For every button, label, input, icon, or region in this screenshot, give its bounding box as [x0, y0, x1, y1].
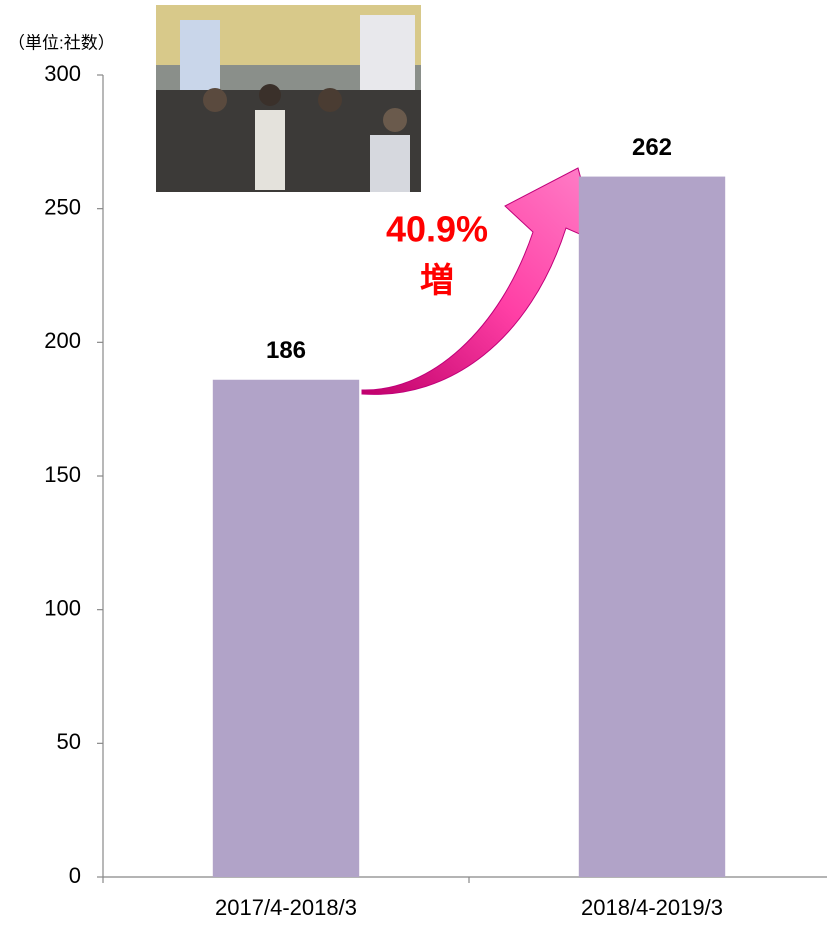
y-tick-label: 200 [44, 328, 81, 353]
data-label: 262 [632, 134, 672, 161]
bar [213, 380, 359, 877]
y-tick-label: 150 [44, 462, 81, 487]
y-axis-label: （単位:社数） [8, 33, 115, 52]
growth-arrow [362, 168, 598, 394]
photo [156, 5, 421, 192]
x-tick-label: 2018/4-2019/3 [581, 895, 723, 920]
annotation: 40.9% [386, 209, 488, 250]
y-tick-label: 50 [57, 729, 81, 754]
bar [579, 177, 725, 877]
y-tick-label: 250 [44, 194, 81, 219]
y-tick-label: 100 [44, 595, 81, 620]
chart: （単位:社数） 40.9% 増 0 50 100 150 200 250 300 2017/4… [0, 0, 827, 923]
annotation: 増 [420, 262, 454, 300]
y-tick-label: 0 [69, 863, 81, 888]
y-tick-label: 300 [44, 61, 81, 86]
data-label: 186 [266, 337, 306, 364]
x-tick-label: 2017/4-2018/3 [215, 895, 357, 920]
